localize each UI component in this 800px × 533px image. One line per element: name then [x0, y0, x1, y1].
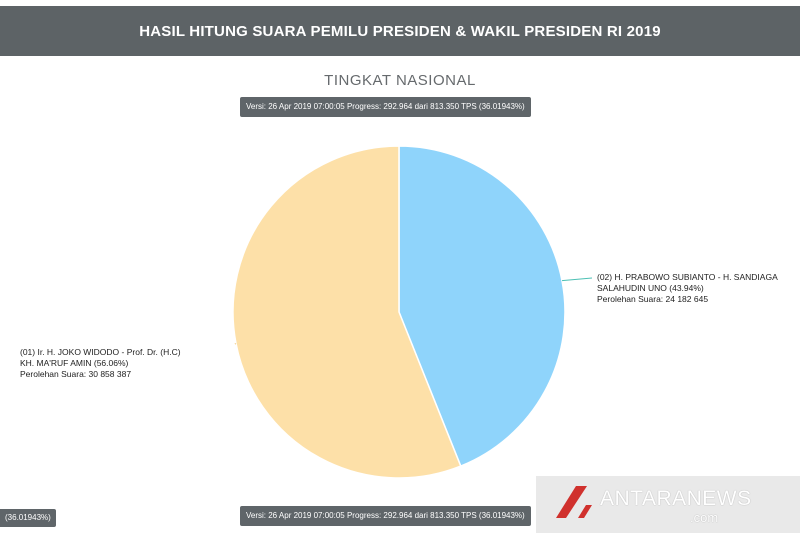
chart-title: TINGKAT NASIONAL — [324, 72, 476, 89]
watermark-background — [536, 476, 800, 533]
progress-badge-left: (36.01943%) — [0, 509, 56, 527]
connector-line-prabowo — [561, 277, 593, 282]
data-label-line: (02) H. PRABOWO SUBIANTO - H. SANDIAGA — [597, 272, 778, 282]
data-label-line: SALAHUDIN UNO (43.94%) — [597, 283, 704, 293]
version-badge-bottom: Versi: 26 Apr 2019 07:00:05 Progress: 29… — [240, 506, 531, 526]
data-label-jokowi-amin: (01) Ir. H. JOKO WIDODO - Prof. Dr. (H.C… — [15, 344, 235, 383]
page-header: HASIL HITUNG SUARA PEMILU PRESIDEN & WAK… — [0, 6, 800, 56]
watermark-brand: ANTARANEWS — [600, 487, 752, 510]
data-label-line: (01) Ir. H. JOKO WIDODO - Prof. Dr. (H.C… — [20, 347, 181, 357]
pie-slice-jokowi-amin[interactable] — [232, 145, 462, 479]
page-title: HASIL HITUNG SUARA PEMILU PRESIDEN & WAK… — [139, 22, 661, 40]
data-label-votes: Perolehan Suara: 30 858 387 — [20, 369, 132, 379]
data-label-prabowo-sandiaga: (02) H. PRABOWO SUBIANTO - H. SANDIAGA S… — [592, 269, 800, 308]
version-badge-top: Versi: 26 Apr 2019 07:00:05 Progress: 29… — [240, 97, 531, 117]
data-label-line: KH. MA'RUF AMIN (56.06%) — [20, 358, 129, 368]
data-label-votes: Perolehan Suara: 24 182 645 — [597, 294, 709, 304]
top-strip — [0, 0, 800, 6]
watermark-suffix: .com — [690, 510, 719, 525]
pie-slice-prabowo-sandiaga[interactable] — [398, 145, 566, 468]
